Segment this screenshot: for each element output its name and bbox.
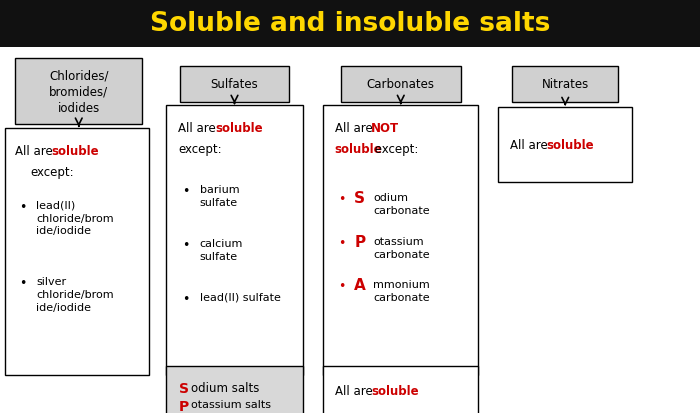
- Text: A: A: [354, 278, 366, 292]
- Text: soluble: soluble: [371, 384, 419, 397]
- FancyBboxPatch shape: [0, 0, 700, 47]
- Text: otassium salts: otassium salts: [191, 399, 271, 408]
- FancyBboxPatch shape: [180, 67, 289, 102]
- Text: lead(II)
chloride/brom
ide/iodide: lead(II) chloride/brom ide/iodide: [36, 200, 114, 236]
- Text: soluble: soluble: [215, 121, 262, 135]
- Text: •: •: [338, 280, 346, 292]
- FancyBboxPatch shape: [512, 67, 618, 102]
- FancyBboxPatch shape: [5, 129, 149, 375]
- Text: Soluble and insoluble salts: Soluble and insoluble salts: [150, 11, 550, 37]
- Text: •: •: [338, 236, 346, 249]
- Text: All are: All are: [178, 121, 220, 135]
- Text: Carbonates: Carbonates: [367, 78, 435, 91]
- Text: •: •: [182, 292, 190, 305]
- FancyBboxPatch shape: [15, 59, 142, 125]
- Text: S: S: [354, 191, 365, 206]
- Text: •: •: [19, 277, 27, 290]
- FancyBboxPatch shape: [323, 366, 478, 413]
- Text: •: •: [182, 185, 190, 197]
- Text: S: S: [178, 381, 188, 395]
- Text: except:: except:: [31, 166, 74, 179]
- Text: All are: All are: [510, 139, 551, 152]
- Text: odium
carbonate: odium carbonate: [373, 193, 430, 216]
- Text: Nitrates: Nitrates: [542, 78, 589, 91]
- Text: Chlorides/
bromides/
iodides: Chlorides/ bromides/ iodides: [49, 69, 108, 114]
- Text: silver
chloride/brom
ide/iodide: silver chloride/brom ide/iodide: [36, 277, 114, 312]
- Text: •: •: [182, 238, 190, 251]
- Text: except:: except:: [178, 143, 222, 156]
- Text: P: P: [354, 234, 365, 249]
- Text: otassium
carbonate: otassium carbonate: [373, 236, 430, 259]
- Text: All are: All are: [335, 384, 376, 397]
- Text: barium
sulfate: barium sulfate: [199, 185, 239, 207]
- Text: soluble: soluble: [546, 139, 594, 152]
- Text: odium salts: odium salts: [191, 381, 260, 394]
- Text: lead(II) sulfate: lead(II) sulfate: [199, 292, 281, 302]
- Text: soluble: soluble: [52, 144, 99, 157]
- FancyBboxPatch shape: [166, 366, 303, 413]
- Text: Sulfates: Sulfates: [211, 78, 258, 91]
- FancyBboxPatch shape: [341, 67, 461, 102]
- FancyBboxPatch shape: [498, 108, 632, 183]
- Text: All are: All are: [15, 144, 57, 157]
- Text: .: .: [582, 139, 586, 152]
- Text: •: •: [338, 193, 346, 206]
- FancyBboxPatch shape: [166, 106, 303, 375]
- Text: P: P: [178, 399, 189, 413]
- Text: except:: except:: [371, 143, 419, 156]
- Text: NOT: NOT: [371, 121, 399, 135]
- Text: soluble: soluble: [335, 143, 382, 156]
- Text: •: •: [19, 200, 27, 213]
- FancyBboxPatch shape: [323, 106, 478, 375]
- Text: All are: All are: [335, 121, 376, 135]
- Text: calcium
sulfate: calcium sulfate: [199, 238, 243, 261]
- Text: mmonium
carbonate: mmonium carbonate: [373, 280, 430, 302]
